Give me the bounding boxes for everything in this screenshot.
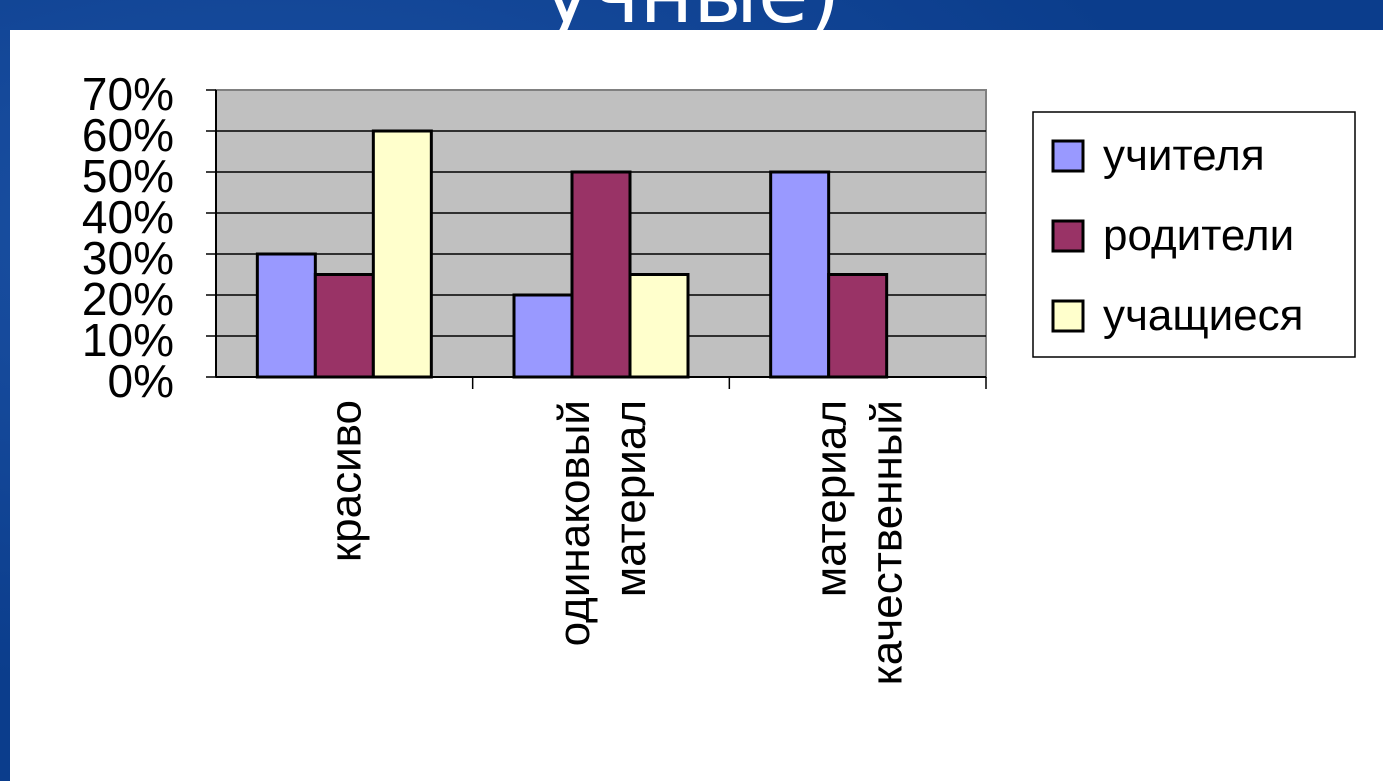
y-tick-label: 20%: [82, 273, 174, 325]
bar: [313, 273, 375, 379]
y-tick-label: 0%: [108, 355, 174, 407]
y-tick-label: 30%: [82, 232, 174, 284]
y-tick-label: 50%: [82, 150, 174, 202]
bar: [512, 293, 574, 379]
legend-swatch: [1051, 299, 1085, 333]
bar: [827, 273, 889, 379]
bar: [371, 129, 433, 379]
legend-label: учащиеся: [1103, 291, 1303, 340]
x-category-label: материал: [606, 400, 655, 597]
bar: [628, 273, 690, 379]
bar: [570, 170, 632, 379]
legend-swatch: [1051, 139, 1085, 173]
x-category-label: материал: [807, 400, 856, 597]
y-tick-label: 40%: [82, 191, 174, 243]
bar: [769, 170, 831, 379]
y-tick-label: 10%: [82, 314, 174, 366]
x-category-label: качественный: [863, 400, 912, 685]
slide-title: учные): [0, 0, 1383, 36]
bar: [255, 252, 317, 379]
legend: [1032, 111, 1356, 358]
legend-label: родители: [1103, 211, 1294, 260]
y-tick-label: 70%: [82, 68, 174, 120]
legend-label: учителя: [1103, 131, 1265, 180]
y-tick-label: 60%: [82, 109, 174, 161]
x-category-label: одинаковый: [550, 400, 599, 646]
x-category-label: красиво: [321, 400, 370, 562]
legend-swatch: [1051, 219, 1085, 253]
